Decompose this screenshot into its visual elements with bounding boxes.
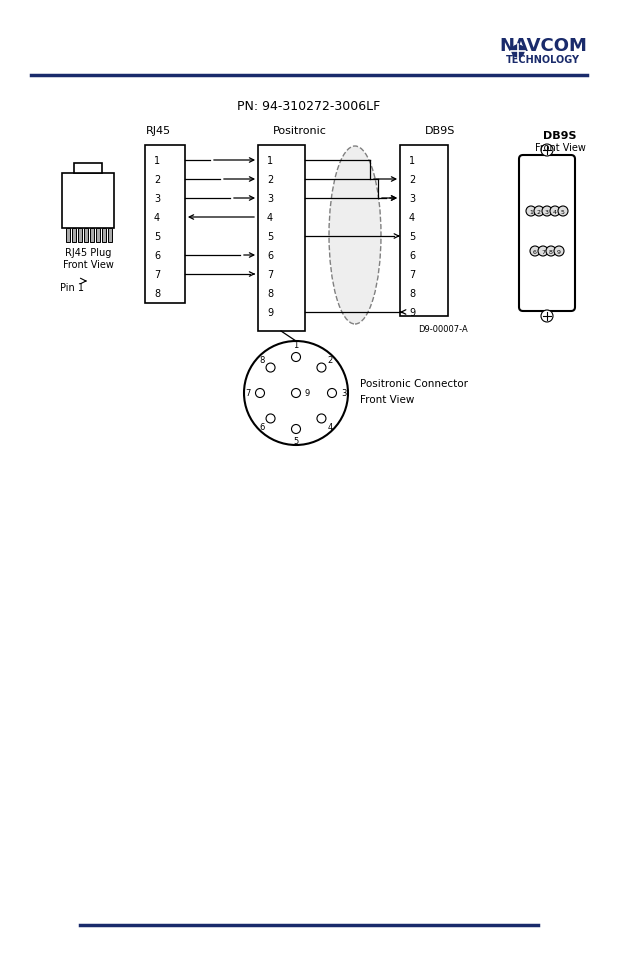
- Circle shape: [530, 247, 540, 256]
- Circle shape: [541, 145, 553, 157]
- Text: Front View: Front View: [62, 260, 114, 270]
- Text: 4: 4: [267, 213, 273, 223]
- Circle shape: [558, 207, 568, 216]
- Text: 1: 1: [154, 156, 160, 166]
- Circle shape: [542, 207, 552, 216]
- Circle shape: [328, 389, 336, 398]
- Text: 7: 7: [409, 270, 415, 280]
- Circle shape: [292, 389, 300, 398]
- Circle shape: [526, 207, 536, 216]
- Text: Front View: Front View: [535, 143, 585, 152]
- Circle shape: [538, 247, 548, 256]
- Text: 1: 1: [294, 341, 298, 350]
- Text: 6: 6: [260, 423, 265, 432]
- Text: 8: 8: [267, 289, 273, 298]
- Circle shape: [317, 364, 326, 373]
- Circle shape: [534, 207, 544, 216]
- Circle shape: [512, 46, 524, 58]
- Text: TECHNOLOGY: TECHNOLOGY: [506, 55, 580, 65]
- Text: DB9S: DB9S: [543, 131, 577, 141]
- FancyBboxPatch shape: [519, 156, 575, 312]
- Text: 2: 2: [154, 174, 160, 185]
- Circle shape: [255, 389, 265, 398]
- Bar: [84, 229, 88, 243]
- Bar: [74, 164, 102, 173]
- Circle shape: [244, 341, 348, 446]
- Text: 5: 5: [561, 210, 565, 214]
- Bar: [66, 229, 70, 243]
- Text: Positronic Connector: Positronic Connector: [360, 378, 468, 389]
- Text: 4: 4: [328, 423, 332, 432]
- Text: 2: 2: [267, 174, 273, 185]
- Text: 1: 1: [409, 156, 415, 166]
- Text: 2: 2: [409, 174, 415, 185]
- Text: PN: 94-310272-3006LF: PN: 94-310272-3006LF: [237, 99, 381, 112]
- Bar: [72, 229, 76, 243]
- Text: 8: 8: [154, 289, 160, 298]
- Text: 4: 4: [553, 210, 557, 214]
- Bar: [96, 229, 100, 243]
- Text: Front View: Front View: [360, 395, 415, 405]
- Text: 7: 7: [154, 270, 160, 280]
- Text: 3: 3: [409, 193, 415, 204]
- Text: NAVCOM: NAVCOM: [499, 37, 587, 55]
- Text: RJ45: RJ45: [145, 126, 171, 136]
- Text: 6: 6: [409, 251, 415, 261]
- Text: 5: 5: [409, 232, 415, 242]
- Text: RJ45 Plug: RJ45 Plug: [65, 248, 111, 257]
- Bar: [78, 229, 82, 243]
- Circle shape: [317, 415, 326, 423]
- Text: 7: 7: [245, 389, 251, 398]
- Text: 9: 9: [409, 308, 415, 317]
- Text: 3: 3: [267, 193, 273, 204]
- Text: 3: 3: [154, 193, 160, 204]
- Text: D9-00007-A: D9-00007-A: [418, 324, 468, 334]
- Text: 8: 8: [409, 289, 415, 298]
- Circle shape: [292, 354, 300, 362]
- Text: 5: 5: [154, 232, 160, 242]
- Circle shape: [292, 425, 300, 434]
- Text: 9: 9: [267, 308, 273, 317]
- Text: 4: 4: [409, 213, 415, 223]
- Bar: [258, 146, 305, 332]
- Text: 9: 9: [305, 389, 310, 398]
- Text: 1: 1: [529, 210, 533, 214]
- Ellipse shape: [329, 147, 381, 325]
- Bar: [62, 173, 114, 229]
- Text: 2: 2: [328, 355, 332, 364]
- Text: 8: 8: [549, 250, 553, 254]
- Text: 8: 8: [260, 355, 265, 364]
- Text: 9: 9: [557, 250, 561, 254]
- Text: 6: 6: [533, 250, 537, 254]
- Circle shape: [266, 364, 275, 373]
- Text: 5: 5: [294, 437, 298, 446]
- Bar: [108, 229, 112, 243]
- Circle shape: [266, 415, 275, 423]
- Text: 1: 1: [267, 156, 273, 166]
- Text: Pin 1: Pin 1: [60, 283, 84, 293]
- Bar: [90, 229, 94, 243]
- Text: DB9S: DB9S: [425, 126, 455, 136]
- Bar: [102, 229, 106, 243]
- Text: 7: 7: [541, 250, 545, 254]
- Text: 2: 2: [537, 210, 541, 214]
- Bar: [400, 146, 448, 316]
- Text: 3: 3: [341, 389, 347, 398]
- Circle shape: [550, 207, 560, 216]
- Text: 5: 5: [267, 232, 273, 242]
- Circle shape: [554, 247, 564, 256]
- Circle shape: [541, 311, 553, 323]
- Bar: [145, 146, 185, 304]
- Text: 3: 3: [545, 210, 549, 214]
- Text: 7: 7: [267, 270, 273, 280]
- Text: Positronic: Positronic: [273, 126, 327, 136]
- Text: 6: 6: [267, 251, 273, 261]
- Circle shape: [546, 247, 556, 256]
- Text: 4: 4: [154, 213, 160, 223]
- Text: 6: 6: [154, 251, 160, 261]
